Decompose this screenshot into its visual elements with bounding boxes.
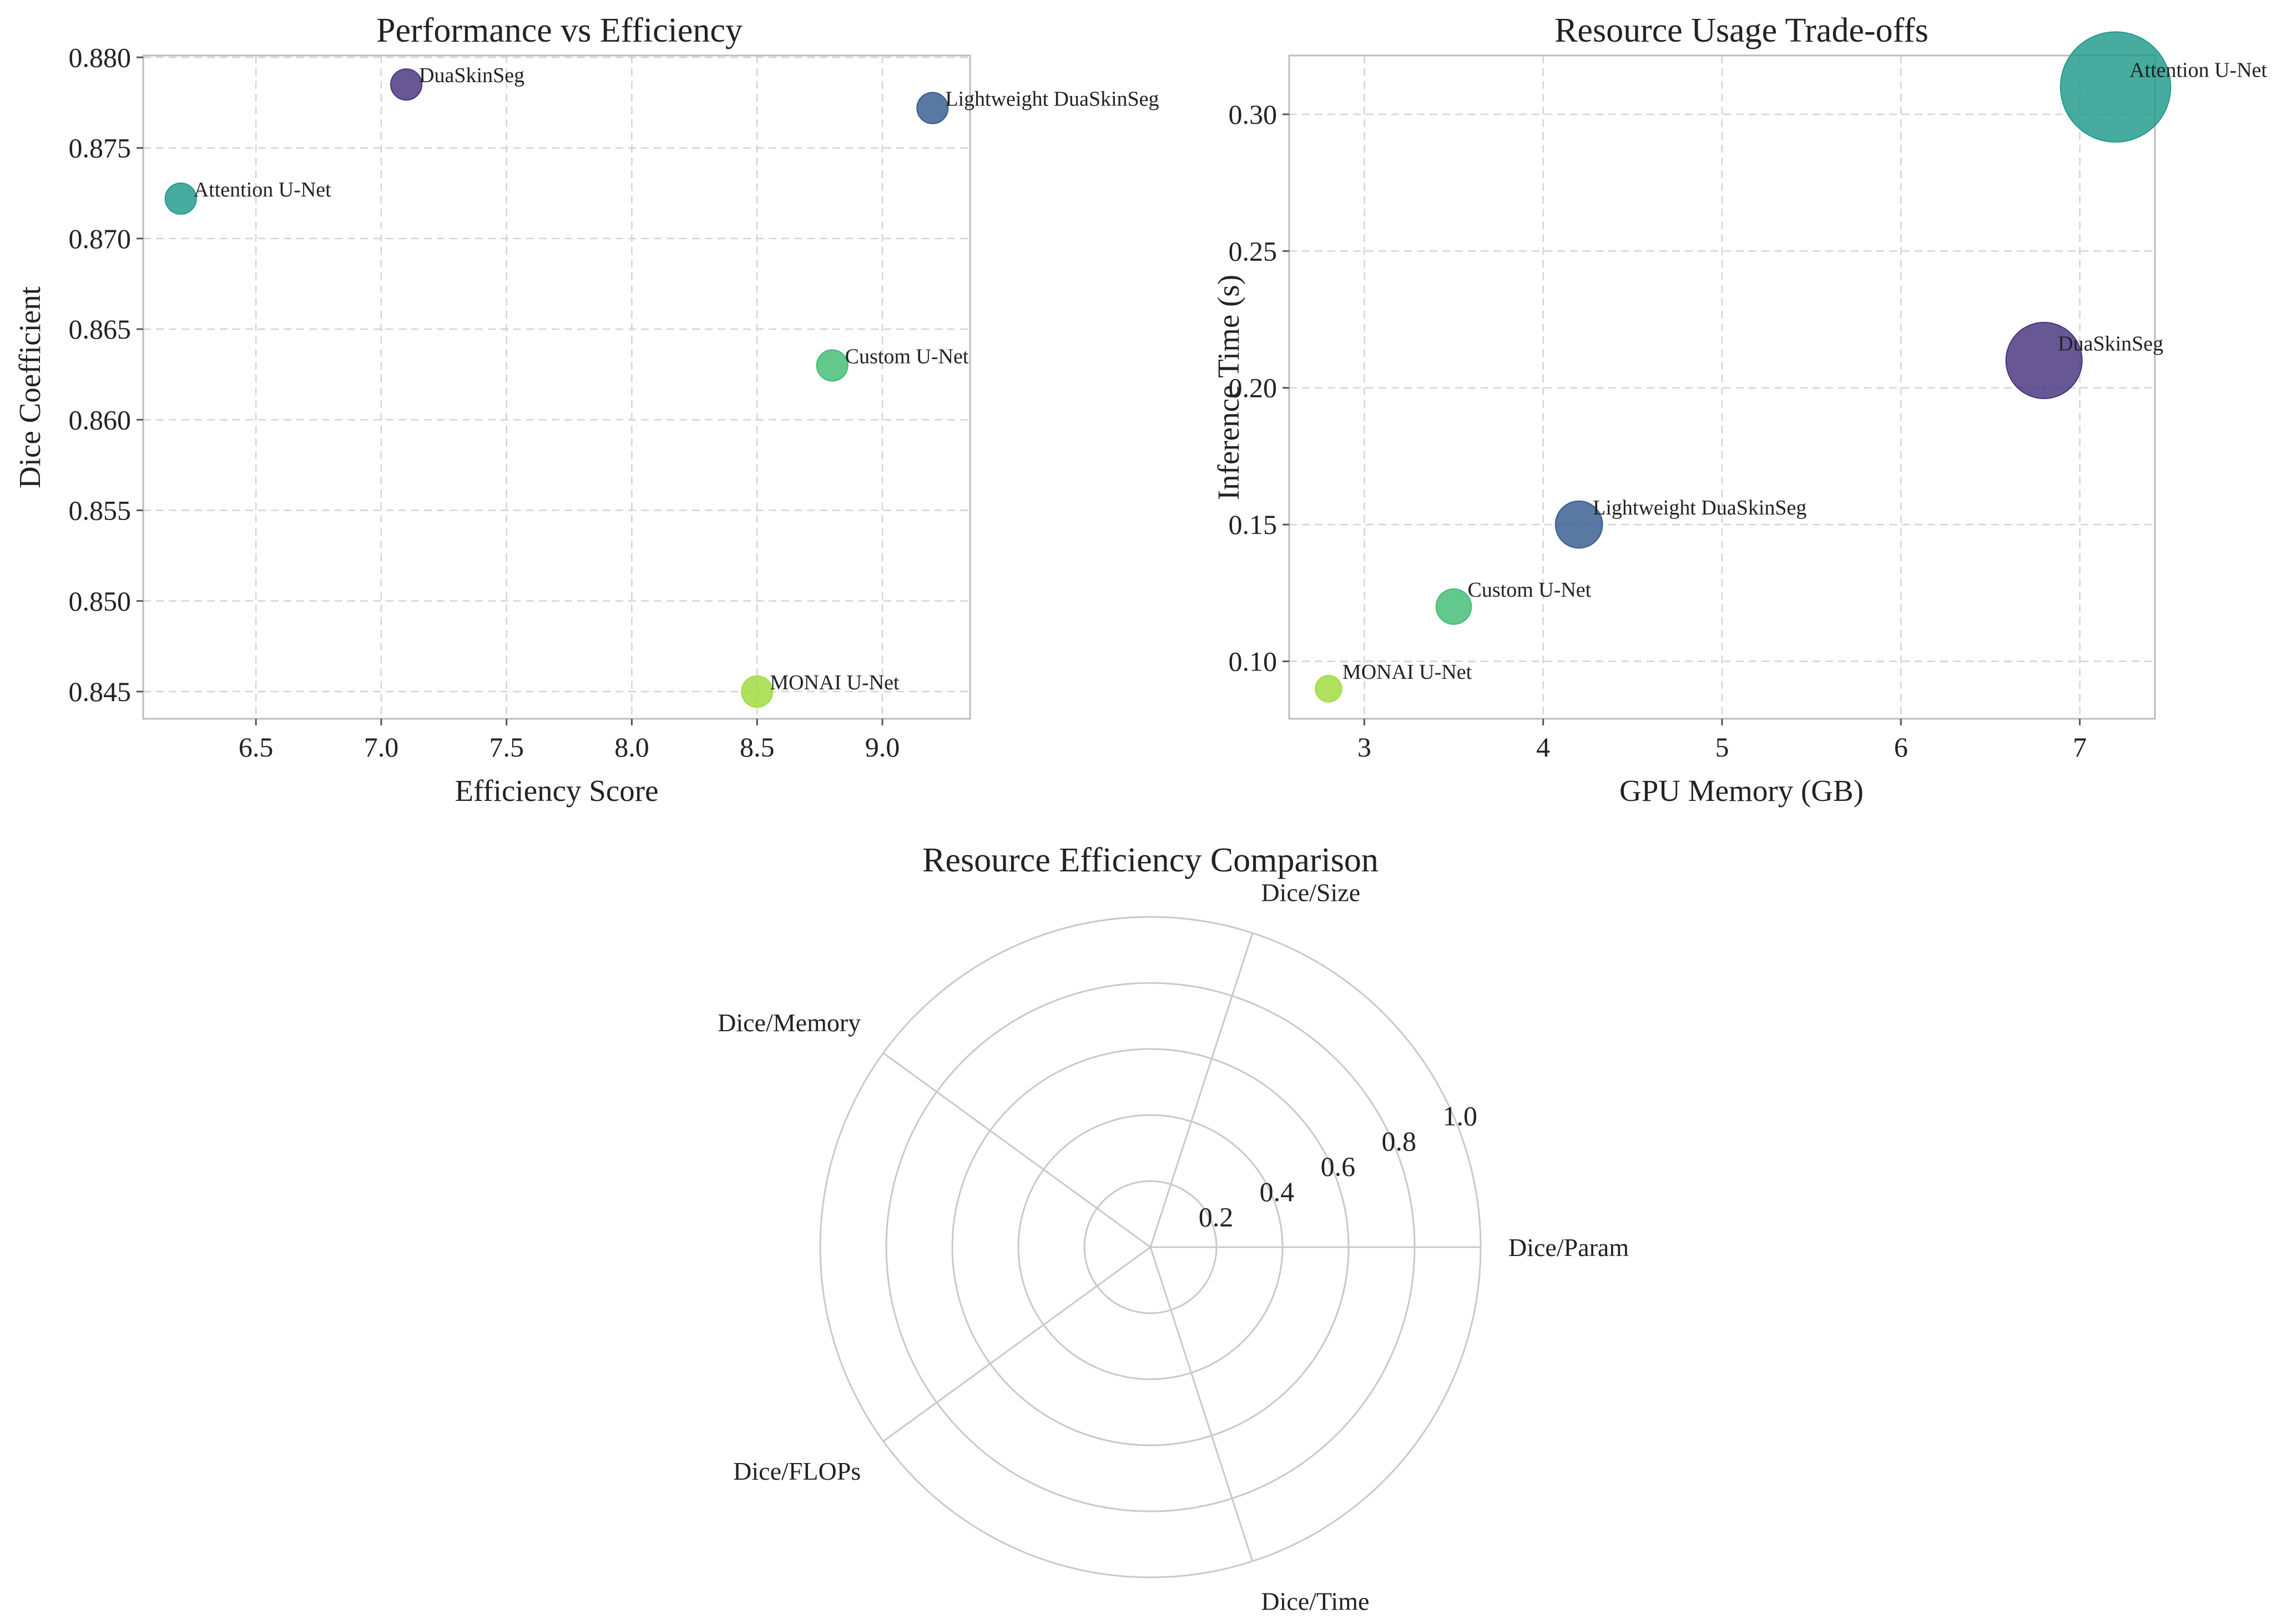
y-tick-label: 0.30 [1229,99,1278,130]
point-label-custom-u-net: Custom U-Net [1468,578,1592,602]
panel1-points: DuaSkinSeg Lightweight DuaSkinSeg Attentio… [164,64,1159,708]
y-tick-label: 0.845 [69,676,132,707]
panel1-x-ticks: 6.5 7.0 7.5 8.0 8.5 9.0 [239,719,900,763]
point-label-attention-u-net: Attention U-Net [194,178,331,201]
point-label-attention-u-net: Attention U-Net [2129,59,2267,82]
panel2-x-ticks: 3 4 5 6 7 [1357,719,2087,763]
y-tick-label: 0.25 [1229,235,1278,266]
point-duaskinseg [2005,321,2083,400]
panel1-title: Performance vs Efficiency [376,12,743,49]
point-lightweight-duaskinseg [916,92,949,124]
radar-r-tick-label: 0.4 [1260,1176,1295,1207]
panel-performance-vs-efficiency: Performance vs Efficiency 6.5 7.0 7.5 8.0 8.… [13,12,1159,808]
point-label-monai-u-net: MONAI U-Net [1342,660,1472,684]
panel1-grid [143,56,970,719]
point-label-duaskinseg: DuaSkinSeg [2058,332,2163,355]
panel3-title: Resource Efficiency Comparison [922,841,1379,879]
point-label-lightweight-duaskinseg: Lightweight DuaSkinSeg [945,88,1159,111]
point-lightweight-duaskinseg [1554,500,1603,549]
panel2-y-axis-label: Inference Time (s) [1211,275,1245,500]
x-tick-label: 3 [1357,732,1371,763]
panel2-y-ticks: 0.10 0.15 0.20 0.25 0.30 [1229,99,1289,677]
x-tick-label: 4 [1536,732,1550,763]
x-tick-label: 6.5 [239,732,274,763]
x-tick-label: 8.5 [740,732,775,763]
point-monai-u-net [1315,675,1342,703]
x-tick-label: 7.0 [364,732,399,763]
radar-spokes [882,932,1481,1562]
radar-category-labels: Dice/Param Dice/Size Dice/Memory Dice/FLOPs… [718,879,1629,1616]
radar-spoke [882,1052,1151,1248]
radar-label-dice-time: Dice/Time [1261,1587,1369,1615]
panel-resource-efficiency-comparison: Resource Efficiency Comparison 0.2 0.4 0.6… [718,841,1629,1615]
radar-spoke [1149,932,1254,1248]
y-tick-label: 0.20 [1229,372,1278,404]
radar-r-tick-label: 0.8 [1382,1126,1417,1157]
y-tick-label: 0.865 [69,314,132,345]
x-tick-label: 6 [1894,732,1908,763]
point-label-monai-u-net: MONAI U-Net [770,671,900,694]
x-tick-label: 7.5 [489,732,524,763]
panel2-points: Attention U-Net DuaSkinSeg Lightweight Dua… [1315,31,2268,703]
y-tick-label: 0.15 [1229,509,1278,540]
point-custom-u-net [1435,588,1472,625]
radar-spoke [1149,1247,1254,1562]
radar-r-tick-label: 0.2 [1199,1201,1234,1232]
point-duaskinseg [390,68,423,101]
panel1-plot-frame [142,54,971,720]
point-label-custom-u-net: Custom U-Net [845,345,969,368]
y-tick-label: 0.860 [69,404,132,435]
point-attention-u-net [2059,31,2172,143]
radar-label-dice-flops: Dice/FLOPs [733,1457,861,1485]
point-attention-u-net [164,182,197,215]
radar-radial-tick-labels: 0.2 0.4 0.6 0.8 1.0 [1199,1100,1477,1232]
radar-label-dice-memory: Dice/Memory [718,1008,861,1037]
point-monai-u-net [741,675,774,708]
point-label-duaskinseg: DuaSkinSeg [419,64,524,87]
point-custom-u-net [816,349,849,382]
x-tick-label: 5 [1715,732,1729,763]
panel2-grid [1289,56,2155,719]
panel1-x-axis-label: Efficiency Score [455,774,658,808]
y-tick-label: 0.880 [69,42,132,73]
radar-spoke [882,1246,1151,1442]
panel1-y-ticks: 0.845 0.850 0.855 0.860 0.865 0.870 0.875 0.880 [69,42,143,707]
x-tick-label: 8.0 [614,732,649,763]
point-label-lightweight-duaskinseg: Lightweight DuaSkinSeg [1593,496,1806,520]
radar-r-tick-label: 0.6 [1321,1151,1356,1182]
radar-label-dice-param: Dice/Param [1508,1233,1629,1262]
x-tick-label: 9.0 [865,732,900,763]
y-tick-label: 0.855 [69,495,132,526]
y-tick-label: 0.870 [69,223,132,254]
panel2-x-axis-label: GPU Memory (GB) [1619,774,1864,808]
radar-r-tick-label: 1.0 [1442,1100,1477,1131]
y-tick-label: 0.850 [69,586,132,617]
y-tick-label: 0.875 [69,133,132,164]
panel2-title: Resource Usage Trade-offs [1554,12,1928,49]
x-tick-label: 7 [2073,732,2087,763]
y-tick-label: 0.10 [1229,646,1278,677]
panel1-y-axis-label: Dice Coefficient [13,286,47,488]
radar-label-dice-size: Dice/Size [1261,879,1360,907]
panel-resource-usage-tradeoffs: Resource Usage Trade-offs 3 4 5 6 7 0.10 0.15… [1211,12,2268,808]
